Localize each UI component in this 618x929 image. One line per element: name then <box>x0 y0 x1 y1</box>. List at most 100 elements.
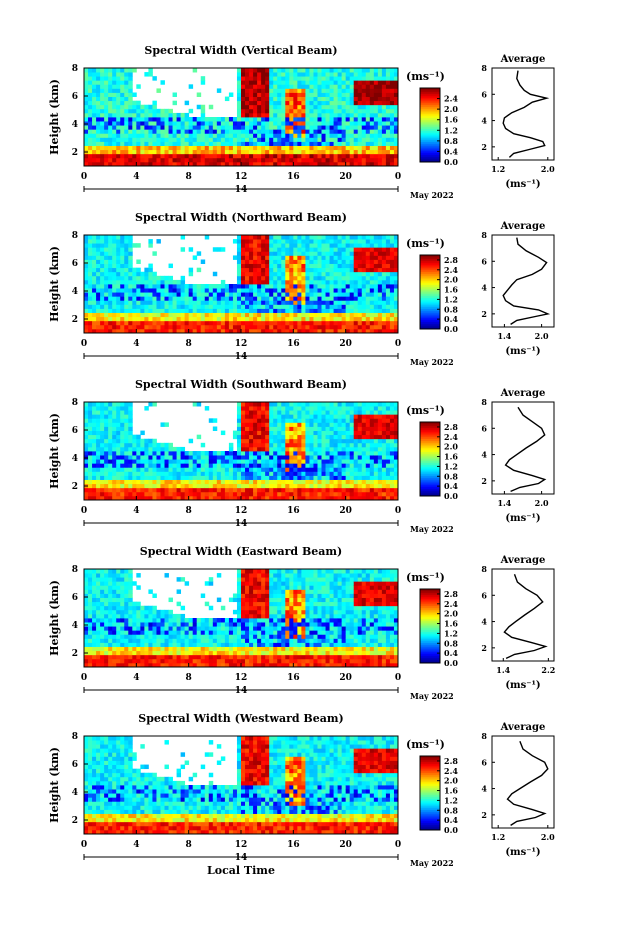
heatmap-cell <box>104 422 109 427</box>
heatmap-cell <box>265 141 270 146</box>
heatmap-cell <box>333 422 339 427</box>
heatmap-cell <box>265 100 270 106</box>
heatmap-cell <box>345 316 351 322</box>
heatmap-cell <box>385 304 391 309</box>
heatmap-cell <box>349 259 355 264</box>
heatmap-cell <box>112 84 117 89</box>
heatmap-cell <box>385 324 391 330</box>
heatmap-cell <box>208 153 214 159</box>
heatmap-cell <box>120 292 125 297</box>
heatmap-cell <box>116 320 121 326</box>
heatmap-cell <box>285 88 290 93</box>
heatmap-cell <box>301 92 306 97</box>
colorbar-swatch <box>420 321 440 324</box>
heatmap-cell <box>273 442 278 448</box>
heatmap-cell <box>333 442 339 448</box>
heatmap-cell <box>329 263 334 269</box>
heatmap-cell <box>269 300 274 305</box>
heatmap-cell <box>148 467 153 472</box>
heatmap-cell <box>349 475 355 480</box>
heatmap-cell <box>245 68 250 73</box>
colorbar-swatch <box>420 325 440 328</box>
heatmap-cell <box>385 137 391 142</box>
heatmap-cell <box>204 463 210 468</box>
heatmap-cell <box>180 153 186 159</box>
heatmap-cell <box>88 324 93 330</box>
heatmap-cell <box>228 133 234 138</box>
heatmap-cell <box>148 149 153 155</box>
heatmap-cell <box>389 92 395 97</box>
heatmap-cell <box>236 112 242 118</box>
heatmap-cell <box>228 92 234 97</box>
heatmap-cell <box>361 76 367 81</box>
heatmap-cell <box>337 479 343 485</box>
heatmap-cell <box>140 451 145 456</box>
heatmap-cell <box>128 129 133 134</box>
heatmap-cell <box>116 422 121 427</box>
heatmap-cell <box>329 288 334 293</box>
heatmap-cell <box>144 267 149 273</box>
heatmap-cell <box>116 491 121 497</box>
heatmap-cell <box>200 153 206 159</box>
heatmap-cell <box>277 239 282 244</box>
heatmap-cell <box>333 288 339 293</box>
heatmap-cell <box>289 149 294 155</box>
heatmap-cell <box>96 129 101 134</box>
heatmap-cell <box>277 247 282 252</box>
heatmap-cell <box>128 68 133 73</box>
heatmap-cell <box>277 161 282 167</box>
heatmap-cell <box>128 430 133 436</box>
heatmap-cell <box>188 324 194 330</box>
heatmap-cell <box>361 446 367 452</box>
heatmap-cell <box>152 284 157 289</box>
heatmap-cell <box>249 125 254 130</box>
heatmap-cell <box>261 84 266 89</box>
heatmap-cell <box>381 80 387 85</box>
heatmap-cell <box>285 271 290 277</box>
heatmap-cell <box>285 263 290 269</box>
heatmap-cell <box>204 157 210 163</box>
heatmap-cell <box>108 475 113 480</box>
heatmap-cell <box>249 275 254 281</box>
heatmap-cell <box>208 161 214 167</box>
heatmap-cell <box>289 475 294 480</box>
heatmap-cell <box>369 414 375 419</box>
heatmap-cell <box>232 434 238 440</box>
heatmap-cell <box>345 451 351 456</box>
heatmap-cell <box>245 239 250 244</box>
heatmap-cell <box>393 72 399 77</box>
heatmap-cell <box>249 92 254 97</box>
heatmap-cell <box>365 483 371 489</box>
heatmap-cell <box>245 141 250 146</box>
heatmap-cell <box>241 471 246 476</box>
heatmap-cell <box>321 406 326 411</box>
heatmap-cell <box>393 235 399 240</box>
heatmap-cell <box>92 471 97 476</box>
heatmap-cell <box>116 133 121 138</box>
heatmap-cell <box>200 483 206 489</box>
heatmap-cell <box>176 312 182 318</box>
heatmap-cell <box>172 475 177 480</box>
heatmap-cell <box>293 133 298 138</box>
heatmap-cell <box>180 288 186 293</box>
heatmap-cell <box>289 471 294 476</box>
heatmap-cell <box>369 475 375 480</box>
heatmap-cell <box>220 308 226 313</box>
heatmap-cell <box>253 100 258 106</box>
heatmap-cell <box>176 153 182 159</box>
heatmap-cell <box>245 406 250 411</box>
heatmap-cell <box>140 442 145 448</box>
heatmap-cell <box>204 133 210 138</box>
heatmap-cell <box>385 316 391 322</box>
heatmap-cell <box>305 406 310 411</box>
heatmap-cell <box>289 271 294 277</box>
heatmap-cell <box>377 316 383 322</box>
heatmap-cell <box>313 76 318 81</box>
heatmap-cell <box>172 125 177 130</box>
heatmap-cell <box>369 320 375 326</box>
heatmap-cell <box>285 284 290 289</box>
heatmap-cell <box>261 121 266 126</box>
heatmap-cell <box>329 104 334 110</box>
heatmap-cell <box>329 92 334 97</box>
heatmap-cell <box>108 328 113 334</box>
